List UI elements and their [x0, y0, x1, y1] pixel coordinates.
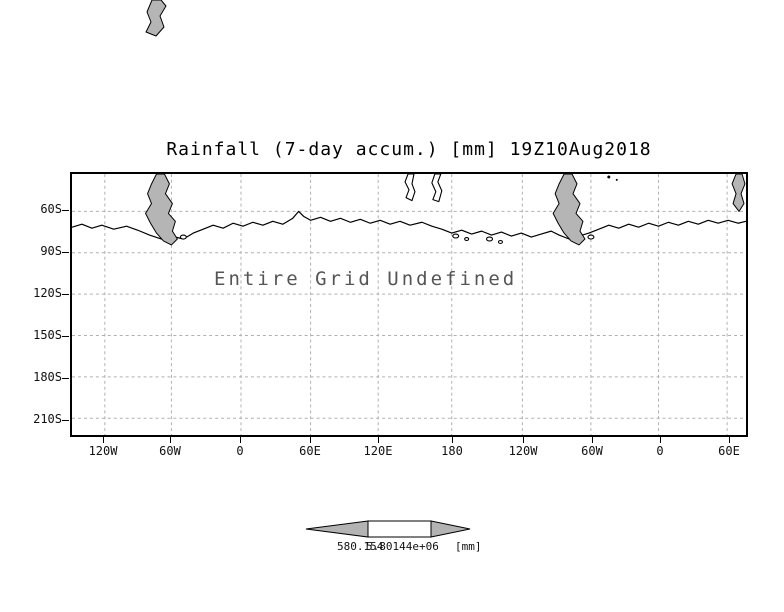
map-canvas [72, 174, 746, 435]
island [464, 236, 470, 242]
island [485, 236, 494, 242]
x-tick-label: 120E [363, 444, 393, 458]
x-tick-label: 0 [656, 444, 664, 458]
colorbar-left-arrow [305, 520, 369, 538]
x-tick-label: 120W [88, 444, 118, 458]
landmass-right [552, 174, 586, 246]
land-fragment-top [145, 0, 167, 37]
x-tick-label: 180 [441, 444, 463, 458]
x-tick-label: 60W [159, 444, 181, 458]
island-speck [615, 178, 618, 181]
colorbar-right-arrow [430, 520, 471, 538]
x-tick-mark [591, 437, 593, 443]
y-tick-label: 120S [33, 286, 62, 300]
y-tick-mark [62, 378, 69, 379]
x-tick-mark [451, 437, 453, 443]
x-tick-label: 0 [236, 444, 244, 458]
gridlines [72, 174, 746, 435]
colorbar-cell [367, 520, 432, 538]
coastline-path [72, 210, 746, 240]
colorbar-label-left: 580.154 [337, 540, 384, 553]
y-tick-label: 60S [40, 202, 62, 216]
y-tick-mark [62, 252, 69, 253]
x-tick-label: 60E [299, 444, 321, 458]
colorbar-unit-label: [mm] [455, 540, 482, 553]
x-tick-mark [729, 437, 731, 443]
landmass-center-1 [404, 174, 416, 202]
x-tick-mark [523, 437, 525, 443]
y-tick-mark [62, 210, 69, 211]
x-tick-mark [239, 437, 241, 443]
y-tick-label: 180S [33, 370, 62, 384]
landmass-left [145, 174, 178, 246]
colorbar [305, 520, 471, 538]
undefined-grid-message: Entire Grid Undefined [214, 268, 518, 290]
x-tick-mark [170, 437, 171, 443]
y-tick-label: 90S [40, 244, 62, 258]
y-tick-mark [62, 336, 69, 337]
landmass-center-2 [431, 174, 443, 203]
y-tick-mark [62, 294, 69, 295]
x-tick-mark [378, 437, 379, 443]
x-tick-label: 60W [581, 444, 603, 458]
plot-title: Rainfall (7-day accum.) [mm] 19Z10Aug201… [166, 139, 652, 160]
x-tick-label: 120W [508, 444, 538, 458]
island [452, 233, 460, 239]
y-tick-label: 210S [33, 411, 62, 426]
island [179, 234, 187, 240]
y-tick-mark [62, 419, 69, 421]
x-tick-mark [310, 437, 311, 443]
x-tick-label: 60E [718, 444, 740, 458]
x-tick-mark [659, 437, 661, 443]
x-tick-mark [103, 437, 105, 443]
colorbar-label-mid: 5.80144e+06 [366, 540, 439, 553]
plot-area: Entire Grid Undefined [70, 172, 748, 437]
island-speck [607, 175, 611, 179]
island [497, 239, 503, 244]
coastlines [72, 174, 746, 246]
y-tick-label: 150S [33, 328, 62, 342]
landmass-edge [731, 174, 746, 212]
island [587, 234, 595, 240]
